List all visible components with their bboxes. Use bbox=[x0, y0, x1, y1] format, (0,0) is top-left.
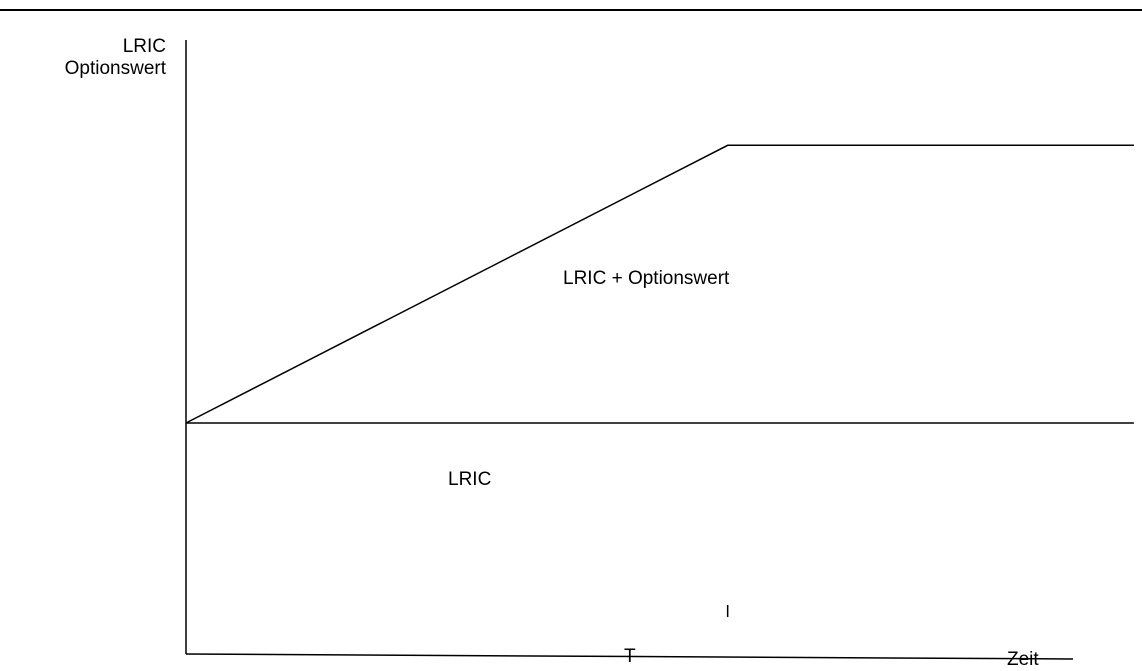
y-axis-label-line-2: Optionswert bbox=[64, 58, 166, 79]
upper-region-label: LRIC + Optionswert bbox=[563, 268, 730, 289]
x-tick-label-T: T bbox=[624, 646, 636, 667]
x-axis bbox=[185, 653, 1074, 660]
y-axis-label-line-1: LRIC bbox=[122, 36, 166, 57]
lower-region-label: LRIC bbox=[448, 469, 492, 490]
x-axis-label: Zeit bbox=[1007, 649, 1039, 670]
y-axis-label: LRIC Optionswert bbox=[65, 36, 166, 80]
series-line-1 bbox=[185, 144, 1134, 424]
